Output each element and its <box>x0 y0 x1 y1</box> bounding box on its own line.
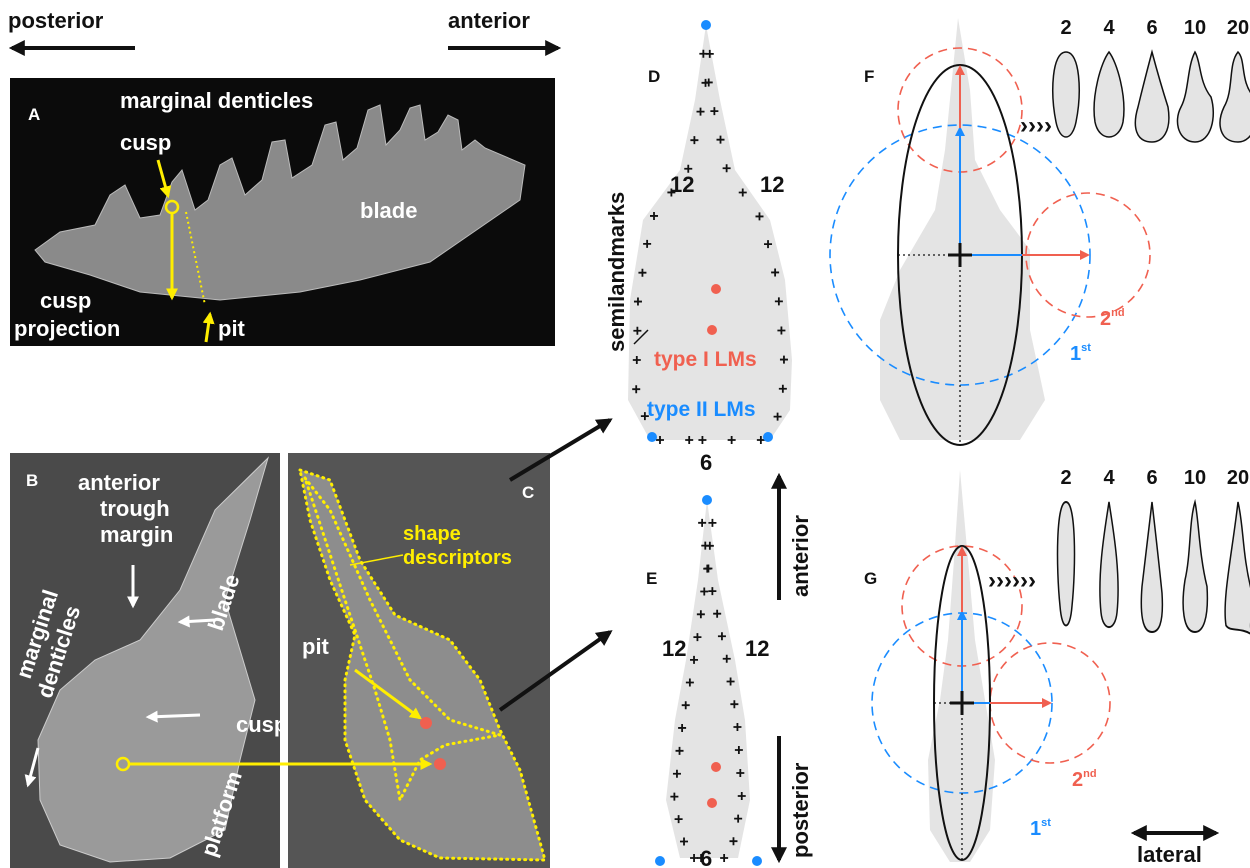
harmonic-number: 1 <box>1030 818 1041 840</box>
landmark <box>707 798 717 808</box>
panel-label: E <box>646 569 657 588</box>
panel-label: D <box>648 67 660 86</box>
page: posterior anterior A marginal denticles … <box>0 0 1250 868</box>
harmonic-label: 1st <box>1030 817 1051 840</box>
annotation-line: shape <box>403 523 461 545</box>
direction-label: lateral <box>1137 842 1202 867</box>
annotation: type I LMs <box>654 348 757 371</box>
count-label: 12 <box>760 172 784 197</box>
ordinal-suffix: st <box>1041 817 1051 829</box>
landmark <box>420 717 432 729</box>
harmonic-shape <box>1058 502 1075 626</box>
harmonic-count: 4 <box>1103 17 1115 39</box>
count-label: 6 <box>700 846 712 868</box>
harmonic-count: 6 <box>1146 467 1157 489</box>
ordinal-suffix: nd <box>1111 307 1124 319</box>
harmonic-number: 2 <box>1072 769 1083 791</box>
panel-label: C <box>522 483 534 502</box>
panel-label: F <box>864 67 874 86</box>
landmark <box>701 20 711 30</box>
direction-label: anterior <box>788 515 813 597</box>
annotation: cusp <box>236 712 287 737</box>
panel-label: G <box>864 569 877 588</box>
count-label: 12 <box>745 636 769 661</box>
annotation-line: anterior <box>78 470 160 495</box>
harmonic-shape <box>1225 502 1250 635</box>
annotation-line: projection <box>14 316 120 341</box>
harmonic-shape <box>1094 52 1124 137</box>
harmonic-series: 2 4 6 10 20 <box>1058 467 1250 635</box>
panel-label: B <box>26 471 38 490</box>
outline-shape <box>880 18 1045 440</box>
annotation: pit <box>218 316 246 341</box>
annotation-line: trough <box>100 496 170 521</box>
direction-label: posterior <box>8 8 104 33</box>
harmonic-count: 10 <box>1184 467 1206 489</box>
arrow <box>510 420 610 480</box>
landmark <box>711 284 721 294</box>
ordinal-suffix: st <box>1081 342 1091 354</box>
harmonic-shape <box>1183 502 1207 632</box>
annotation: marginal denticles <box>120 88 313 113</box>
annotation: type II LMs <box>647 398 756 421</box>
harmonic-number: 1 <box>1070 343 1081 365</box>
landmark <box>434 758 446 770</box>
annotation: blade <box>360 198 417 223</box>
landmark <box>702 495 712 505</box>
landmark <box>707 325 717 335</box>
ordinal-suffix: nd <box>1083 768 1096 780</box>
count-label: 6 <box>700 450 712 475</box>
harmonic-count: 10 <box>1184 17 1206 39</box>
arrow <box>148 715 200 717</box>
annotation-line: cusp <box>40 288 91 313</box>
harmonic-shape <box>1053 52 1079 137</box>
hatch-arrow: ›››››› <box>988 567 1036 594</box>
direction-label: anterior <box>448 8 530 33</box>
annotation: semilandmarks <box>604 192 629 352</box>
harmonic-count: 20 <box>1227 17 1249 39</box>
harmonic-shape <box>1220 52 1250 142</box>
annotation: cusp <box>120 130 171 155</box>
harmonic-shape <box>1135 52 1169 142</box>
direction-label: posterior <box>788 762 813 858</box>
annotation-line: margin <box>100 522 173 547</box>
count-label: 12 <box>662 636 686 661</box>
annotation-line: descriptors <box>403 547 512 569</box>
count-label: 12 <box>670 172 694 197</box>
landmark <box>711 762 721 772</box>
harmonic-count: 20 <box>1227 467 1249 489</box>
panel-label: A <box>28 105 40 124</box>
landmark <box>752 856 762 866</box>
hatch-arrow: ›››› <box>1020 112 1052 139</box>
harmonic-label: 2nd <box>1100 307 1125 330</box>
harmonic-shape <box>1141 502 1162 632</box>
harmonic-number: 2 <box>1100 308 1111 330</box>
figure: posterior anterior A marginal denticles … <box>0 0 1250 868</box>
harmonic-label: 2nd <box>1072 768 1097 791</box>
harmonic-series: 2 4 6 10 20 <box>1053 17 1250 142</box>
harmonic-shape <box>1177 52 1213 142</box>
landmark <box>647 432 657 442</box>
harmonic-count: 2 <box>1060 17 1071 39</box>
outline-shape <box>628 25 792 440</box>
harmonic-count: 6 <box>1146 17 1157 39</box>
landmark <box>763 432 773 442</box>
harmonic-label: 1st <box>1070 342 1091 365</box>
harmonic-count: 4 <box>1103 467 1115 489</box>
landmark <box>655 856 665 866</box>
harmonic-shape <box>1100 502 1118 627</box>
harmonic-count: 2 <box>1060 467 1071 489</box>
annotation: pit <box>302 634 330 659</box>
